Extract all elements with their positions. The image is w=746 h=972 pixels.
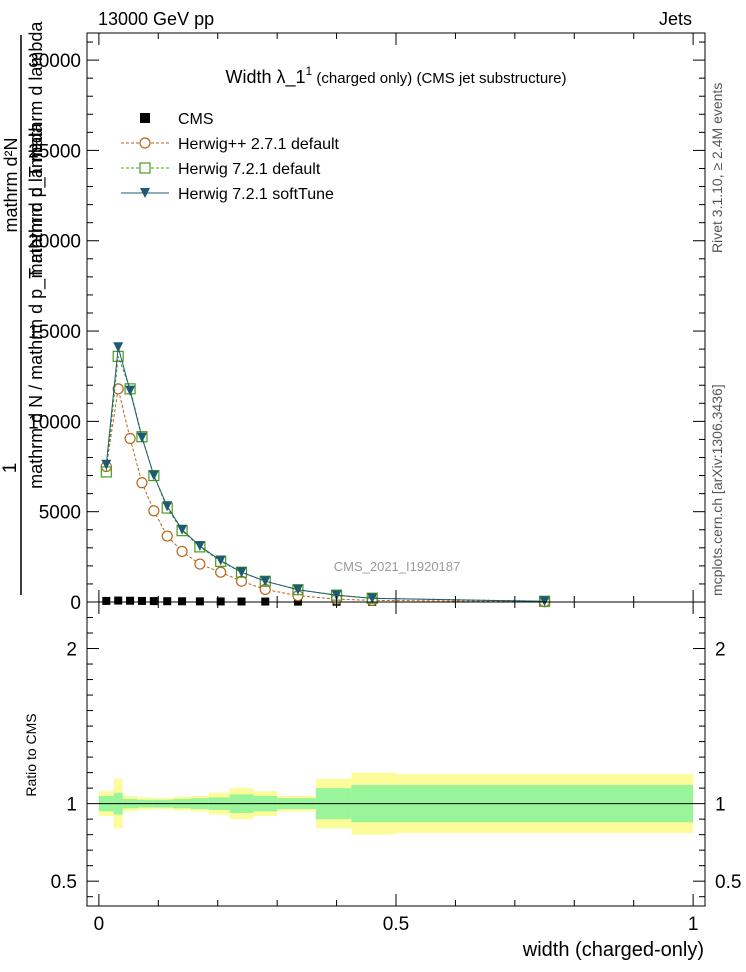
data-point xyxy=(367,593,378,604)
data-point xyxy=(292,584,303,595)
data-point xyxy=(113,342,124,353)
data-point xyxy=(236,567,247,578)
ratio-ytick-label: 0.5 xyxy=(51,872,77,893)
series-line xyxy=(105,347,545,602)
legend-label: Herwig++ 2.7.1 default xyxy=(178,136,340,153)
xtick-label: 0.5 xyxy=(383,914,409,935)
data-point xyxy=(112,383,124,395)
legend-entry: CMS xyxy=(140,111,214,128)
data-point xyxy=(177,524,188,535)
ytick-label: 5000 xyxy=(39,503,81,524)
main-title: Width λ_11 (charged only) (CMS jet subst… xyxy=(226,64,567,88)
data-point xyxy=(215,555,226,566)
legend-label: Herwig 7.2.1 default xyxy=(178,161,321,178)
ratio-ytick-label-right: 0.5 xyxy=(715,872,741,893)
data-point xyxy=(176,545,188,558)
ratio-ytick-label: 2 xyxy=(66,640,77,661)
legend-label: CMS xyxy=(178,111,214,128)
legend-entry: Herwig 7.2.1 default xyxy=(121,161,321,178)
data-point xyxy=(194,558,206,570)
data-point xyxy=(136,432,147,443)
data-point xyxy=(216,597,225,606)
data-point xyxy=(215,566,227,578)
mcplots-label: mcplots.cern.ch [arXiv:1306.3436] xyxy=(709,384,725,596)
ytick-label: 20000 xyxy=(28,232,81,253)
data-point xyxy=(125,385,136,396)
data-point xyxy=(161,530,173,542)
ratio-ytick-label-right: 1 xyxy=(715,795,726,816)
series-line xyxy=(105,356,545,602)
data-point xyxy=(178,597,187,606)
ratio-panel: 0.5 0.5 1 1 2 2 0 0.5 1 Ratio to CMS width (char… xyxy=(23,601,741,961)
data-point xyxy=(331,590,342,601)
ratio-ylabel: Ratio to CMS xyxy=(23,713,39,796)
data-point xyxy=(148,505,160,517)
ratio-frame xyxy=(86,601,706,907)
series-herwig-2-7-1-default xyxy=(100,383,551,608)
legend-marker xyxy=(140,113,150,123)
data-point xyxy=(149,597,158,606)
data-point xyxy=(136,477,148,489)
series-herwig-7-2-1-default xyxy=(100,350,551,607)
xtick-label: 0 xyxy=(94,914,105,935)
xtick-label: 1 xyxy=(688,914,699,935)
data-point xyxy=(114,596,123,605)
ytick-label: 10000 xyxy=(28,412,81,433)
data-point xyxy=(194,541,205,552)
rivet-label: Rivet 3.1.10, ≥ 2.4M events xyxy=(709,83,725,253)
data-point xyxy=(126,596,135,605)
xlabel: width (charged-only) xyxy=(522,939,704,961)
ratio-ytick-label-right: 2 xyxy=(715,640,726,661)
main-panel: 0 5000 10000 15000 20000 25000 30000 Width λ_1… xyxy=(0,21,706,614)
legend-entry: Herwig 7.2.1 softTune xyxy=(121,186,334,203)
data-point xyxy=(237,597,246,606)
header-right: Jets xyxy=(659,9,692,29)
legend: CMS Herwig++ 2.7.1 default Herwig 7.2.1 de… xyxy=(121,111,340,203)
ylabel-line4: mathrm d p_T mathrm d lambda xyxy=(26,21,47,279)
ylabel-line3: mathrm d²N xyxy=(1,137,21,232)
data-point xyxy=(148,470,159,481)
ytick-label: 15000 xyxy=(28,322,81,343)
series-herwig-7-2-1-softtune xyxy=(101,342,550,607)
legend-marker xyxy=(139,137,151,149)
header-left: 13000 GeV pp xyxy=(98,9,214,29)
legend-marker xyxy=(140,188,150,198)
data-point xyxy=(195,597,204,606)
data-point xyxy=(260,576,271,587)
ytick-label: 0 xyxy=(70,593,81,614)
ytick-label: 30000 xyxy=(28,51,81,72)
data-point xyxy=(101,459,112,470)
data-point xyxy=(124,432,136,445)
data-point xyxy=(163,597,172,606)
data-point xyxy=(137,596,146,605)
legend-entry: Herwig++ 2.7.1 default xyxy=(121,136,340,153)
data-point xyxy=(102,596,111,605)
ytick-label: 25000 xyxy=(28,141,81,162)
watermark: CMS_2021_I1920187 xyxy=(334,559,461,574)
main-ylabel: 1 mathrm d N / mathrm d p_T mathrm d lam… xyxy=(0,21,47,595)
data-point xyxy=(162,501,173,512)
series-cms xyxy=(102,596,549,606)
ylabel-line1: 1 xyxy=(0,463,21,474)
ratio-ytick-label: 1 xyxy=(66,795,77,816)
legend-label: Herwig 7.2.1 softTune xyxy=(178,186,334,203)
data-point xyxy=(539,596,550,607)
series-line xyxy=(105,388,545,603)
legend-marker xyxy=(139,162,151,174)
ylabel-line2: mathrm d N / mathrm d p_T mathrm d lambd… xyxy=(26,122,47,489)
